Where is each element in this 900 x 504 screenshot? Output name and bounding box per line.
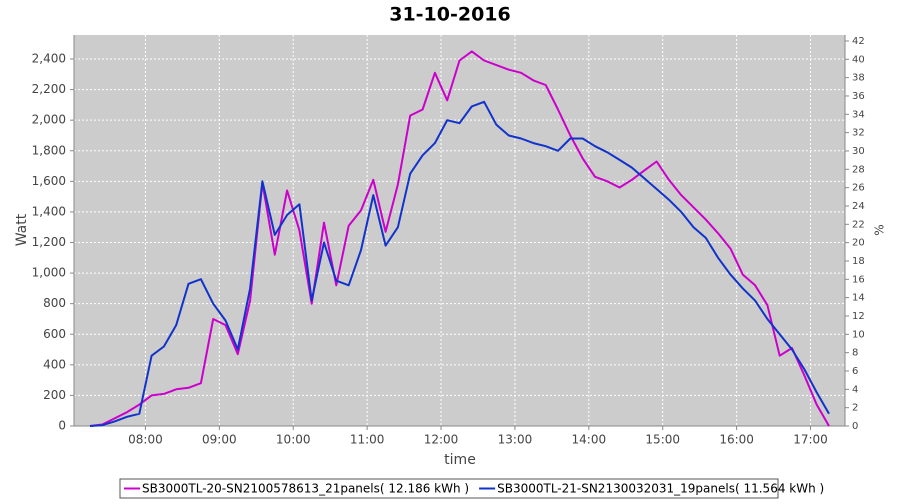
y2-tick-label: 34 bbox=[852, 109, 865, 120]
x-tick-label: 09:00 bbox=[202, 433, 237, 447]
x-axis-label: time bbox=[444, 452, 476, 468]
y-tick-label: 0 bbox=[58, 419, 66, 433]
y2-tick-label: 10 bbox=[852, 329, 865, 340]
y-tick-label: 200 bbox=[43, 388, 66, 402]
y2-tick-label: 0 bbox=[852, 421, 858, 432]
y2-tick-label: 26 bbox=[852, 183, 865, 194]
y-tick-label: 2,200 bbox=[32, 82, 66, 96]
y2-tick-label: 40 bbox=[852, 54, 865, 65]
y2-tick-label: 14 bbox=[852, 293, 865, 304]
y-tick-label: 1,600 bbox=[32, 174, 66, 188]
x-tick-label: 10:00 bbox=[276, 433, 311, 447]
y-axis-label: Watt bbox=[14, 213, 30, 246]
y2-tick-label: 6 bbox=[852, 366, 858, 377]
y2-tick-label: 4 bbox=[852, 384, 858, 395]
y2-axis-label: % bbox=[873, 224, 887, 235]
x-tick-label: 12:00 bbox=[424, 433, 459, 447]
y2-tick-label: 24 bbox=[852, 201, 865, 212]
legend bbox=[119, 478, 779, 499]
y2-tick-label: 28 bbox=[852, 164, 865, 175]
legend-label: SB3000TL-21-SN2130032031_19panels( 11.56… bbox=[497, 482, 824, 496]
y2-tick-label: 42 bbox=[852, 36, 865, 47]
y2-tick-label: 30 bbox=[852, 146, 865, 157]
y-tick-label: 600 bbox=[43, 327, 66, 341]
y2-tick-label: 18 bbox=[852, 256, 865, 267]
x-tick-label: 17:00 bbox=[793, 433, 828, 447]
x-tick-label: 11:00 bbox=[350, 433, 385, 447]
x-tick-label: 13:00 bbox=[498, 433, 533, 447]
y-tick-label: 2,400 bbox=[32, 52, 66, 66]
x-tick-label: 08:00 bbox=[128, 433, 163, 447]
x-tick-label: 16:00 bbox=[719, 433, 754, 447]
series-line bbox=[89, 50, 830, 427]
y2-tick-label: 32 bbox=[852, 128, 865, 139]
y-tick-label: 800 bbox=[43, 296, 66, 310]
y-tick-label: 1,200 bbox=[32, 235, 66, 249]
x-tick-label: 15:00 bbox=[645, 433, 680, 447]
y-tick-label: 400 bbox=[43, 357, 66, 371]
y2-tick-label: 2 bbox=[852, 403, 858, 414]
chart-title: 31-10-2016 bbox=[389, 4, 511, 26]
y2-tick-label: 22 bbox=[852, 219, 865, 230]
y2-tick-label: 38 bbox=[852, 73, 865, 84]
plot-area bbox=[74, 35, 845, 426]
y2-tick-label: 16 bbox=[852, 274, 865, 285]
y2-tick-label: 12 bbox=[852, 311, 865, 322]
x-tick-label: 14:00 bbox=[572, 433, 607, 447]
y2-tick-label: 36 bbox=[852, 91, 865, 102]
y-tick-label: 1,400 bbox=[32, 204, 66, 218]
y-tick-label: 2,000 bbox=[32, 113, 66, 127]
series-line bbox=[89, 100, 830, 427]
y-tick-label: 1,000 bbox=[32, 266, 66, 280]
y2-tick-label: 8 bbox=[852, 348, 858, 359]
y2-tick-label: 20 bbox=[852, 238, 865, 249]
y-tick-label: 1,800 bbox=[32, 143, 66, 157]
legend-label: SB3000TL-20-SN2100578613_21panels( 12.18… bbox=[142, 482, 469, 496]
